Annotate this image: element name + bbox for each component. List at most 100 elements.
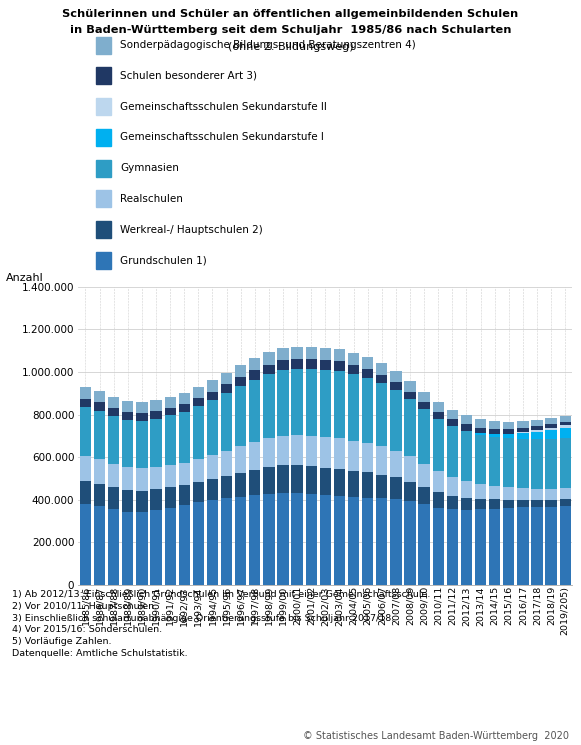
Bar <box>164 416 176 465</box>
Bar <box>546 428 557 430</box>
Bar <box>94 411 105 460</box>
Bar <box>404 392 415 399</box>
Bar <box>207 501 218 585</box>
Bar <box>489 421 500 429</box>
Bar <box>390 382 401 390</box>
Bar <box>348 374 359 440</box>
Bar <box>193 502 204 585</box>
Bar <box>475 484 486 499</box>
Bar <box>178 411 190 463</box>
Bar <box>164 397 176 408</box>
Bar <box>306 466 317 494</box>
Bar <box>362 472 374 498</box>
Bar <box>306 494 317 585</box>
Text: 1) Ab 2012/13: Einschließlich Grundschulen im Verbund mit einer Gemeinschaftssch: 1) Ab 2012/13: Einschließlich Grundschul… <box>12 590 430 658</box>
Bar <box>122 412 134 420</box>
Bar <box>447 496 458 510</box>
Bar <box>376 375 388 383</box>
Bar <box>447 410 458 419</box>
Bar <box>221 498 232 585</box>
Bar <box>193 482 204 502</box>
Bar <box>532 426 543 431</box>
Bar <box>503 508 514 585</box>
Bar <box>249 358 260 370</box>
Bar <box>122 490 134 512</box>
Bar <box>560 506 571 585</box>
Bar <box>96 252 110 269</box>
Bar <box>96 221 110 238</box>
Bar <box>277 466 289 493</box>
Text: Schülerinnen und Schüler an öffentlichen allgemeinbildenden Schulen: Schülerinnen und Schüler an öffentlichen… <box>62 9 519 19</box>
Bar <box>532 500 543 507</box>
Bar <box>503 438 514 487</box>
Text: Sonderpädagogische Bildungs- und Beratungszentren 4): Sonderpädagogische Bildungs- und Beratun… <box>120 40 416 50</box>
Bar <box>164 507 176 585</box>
Bar <box>108 396 119 408</box>
Bar <box>418 463 430 487</box>
Bar <box>560 488 571 499</box>
Bar <box>560 428 571 438</box>
Bar <box>235 365 246 377</box>
Bar <box>560 422 571 425</box>
Bar <box>80 408 91 456</box>
Bar <box>334 496 345 585</box>
Bar <box>461 498 472 510</box>
Bar <box>263 467 275 494</box>
Bar <box>390 371 401 382</box>
Bar <box>235 497 246 585</box>
Bar <box>94 460 105 484</box>
Text: Anzahl: Anzahl <box>6 273 44 283</box>
Bar <box>207 400 218 455</box>
Bar <box>292 466 303 493</box>
Bar <box>461 425 472 431</box>
Bar <box>320 468 331 495</box>
Bar <box>137 421 148 469</box>
Bar <box>503 422 514 429</box>
Bar <box>137 469 148 491</box>
Bar <box>94 507 105 585</box>
Bar <box>376 383 388 446</box>
Bar <box>178 505 190 585</box>
Bar <box>249 370 260 380</box>
Bar <box>334 371 345 438</box>
Bar <box>546 500 557 507</box>
Bar <box>334 349 345 361</box>
Bar <box>320 495 331 585</box>
Bar <box>207 455 218 479</box>
Bar <box>418 410 430 463</box>
Bar <box>150 400 162 411</box>
Bar <box>235 386 246 446</box>
Bar <box>207 392 218 400</box>
Bar <box>249 495 260 585</box>
Bar <box>461 510 472 585</box>
Bar <box>292 359 303 369</box>
Bar <box>235 446 246 472</box>
Bar <box>376 363 388 375</box>
Bar <box>292 346 303 359</box>
Bar <box>418 402 430 410</box>
Text: Gemeinschaftsschulen Sekundarstufe I: Gemeinschaftsschulen Sekundarstufe I <box>120 133 324 142</box>
Bar <box>193 387 204 399</box>
Bar <box>221 393 232 451</box>
Text: in Baden-Württemberg seit dem Schuljahr  1985/86 nach Schularten: in Baden-Württemberg seit dem Schuljahr … <box>70 25 511 35</box>
Bar <box>137 512 148 585</box>
Bar <box>122 401 134 412</box>
Bar <box>447 426 458 477</box>
Bar <box>306 370 317 436</box>
Bar <box>108 510 119 585</box>
Bar <box>475 419 486 428</box>
Bar <box>348 353 359 365</box>
Bar <box>249 442 260 469</box>
Bar <box>362 443 374 472</box>
Text: Grundschulen 1): Grundschulen 1) <box>120 256 207 265</box>
Bar <box>221 476 232 498</box>
Bar <box>334 469 345 496</box>
Bar <box>178 393 190 404</box>
Bar <box>221 372 232 384</box>
Text: © Statistisches Landesamt Baden-Württemberg  2020: © Statistisches Landesamt Baden-Württemb… <box>303 732 569 741</box>
Bar <box>178 485 190 505</box>
Bar <box>560 425 571 428</box>
Text: Realschulen: Realschulen <box>120 194 183 204</box>
Bar <box>517 433 529 439</box>
Bar <box>122 467 134 490</box>
